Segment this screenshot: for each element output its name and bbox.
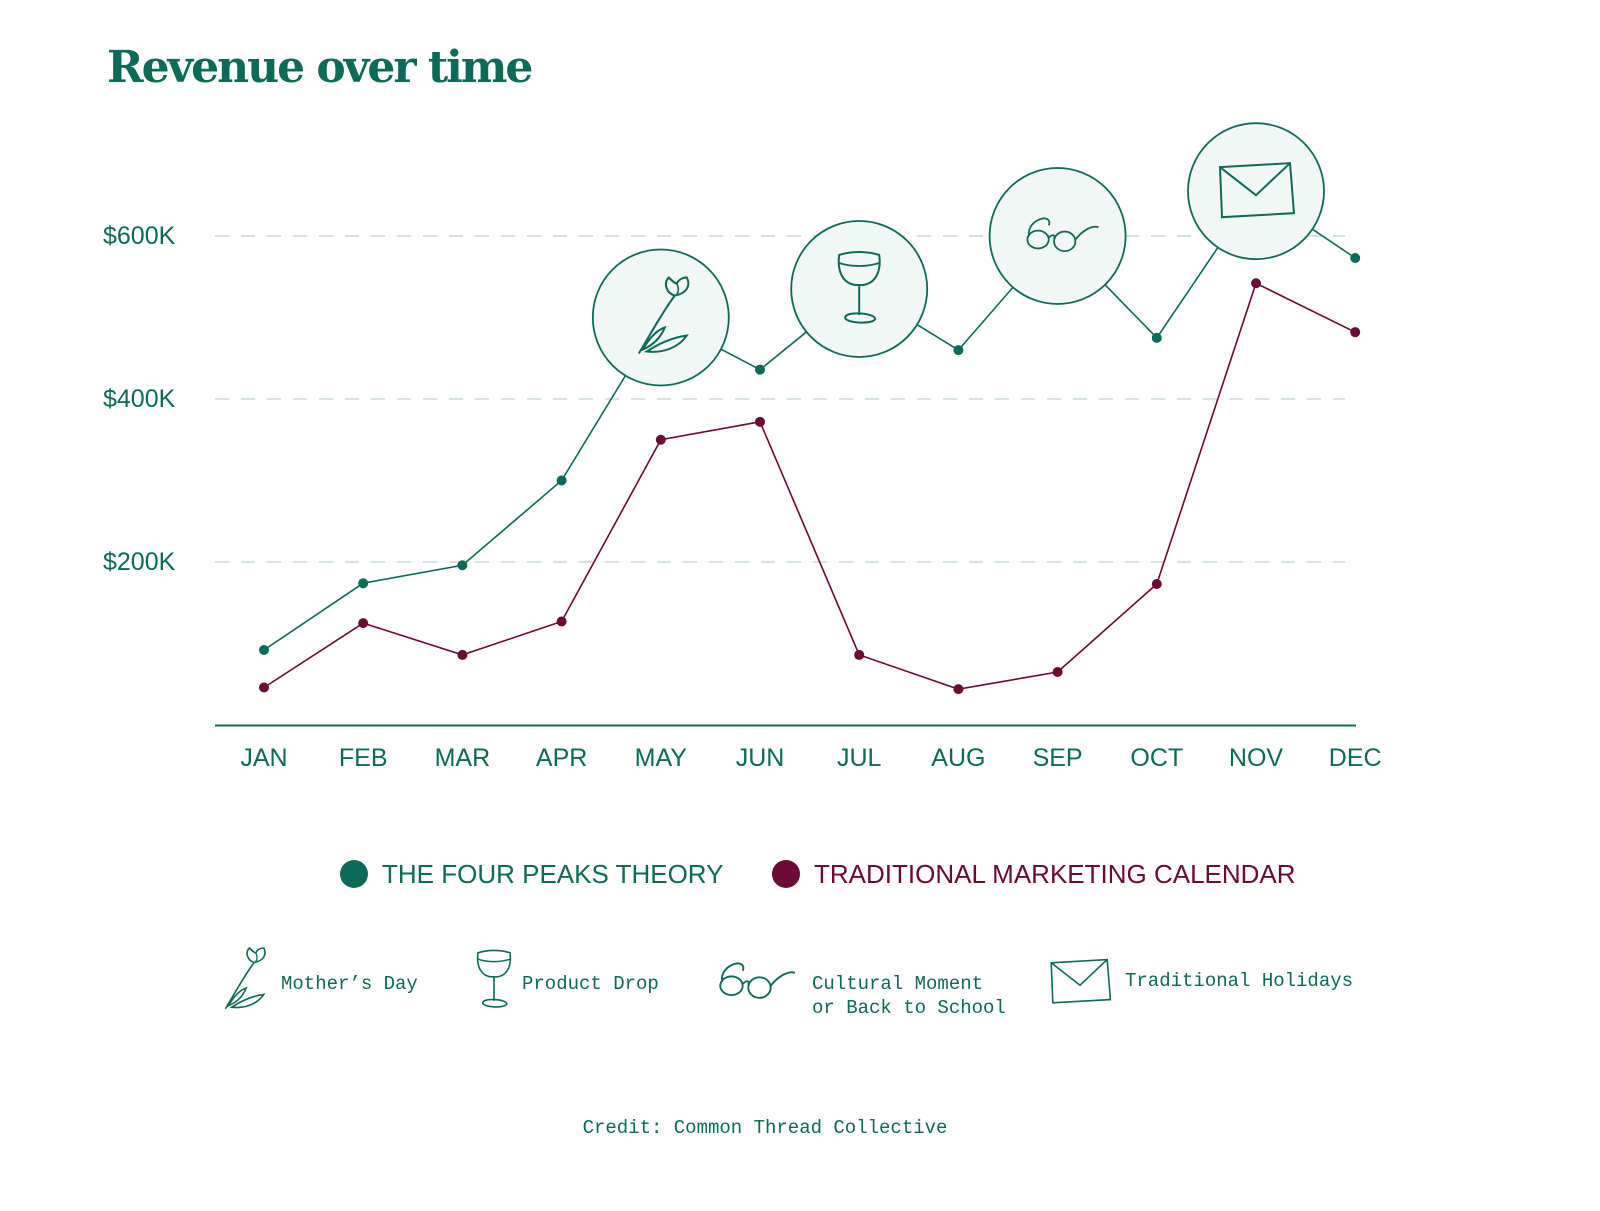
chart-title: Revenue over time — [107, 42, 533, 93]
series-line — [263, 282, 1356, 690]
tulip-icon — [224, 946, 267, 1010]
annotation-bubble — [1187, 122, 1325, 261]
series-traditional — [259, 278, 1361, 695]
data-point — [655, 434, 666, 445]
data-point — [457, 560, 468, 571]
icon-legend-label: Product Drop — [522, 973, 659, 995]
icon-legend-item: Mother’s Day — [224, 946, 418, 1010]
data-point — [1350, 327, 1361, 338]
data-point — [953, 684, 964, 695]
x-tick-label: JAN — [240, 744, 287, 772]
legend-item: TRADITIONAL MARKETING CALENDAR — [772, 859, 1296, 889]
legend-dot — [340, 860, 368, 888]
data-point — [259, 645, 269, 656]
credit-text: Credit: Common Thread Collective — [583, 1117, 948, 1139]
annotation-bubble — [988, 167, 1127, 305]
data-point — [457, 649, 468, 660]
legend-label: THE FOUR PEAKS THEORY — [382, 859, 723, 889]
y-tick-label: $400K — [103, 385, 176, 413]
data-point — [953, 345, 964, 356]
envelope-icon — [1050, 958, 1112, 1004]
data-point — [854, 649, 865, 660]
legend-label: TRADITIONAL MARKETING CALENDAR — [814, 859, 1296, 889]
data-point — [358, 578, 369, 589]
data-point — [556, 475, 567, 486]
bubble-circle — [1187, 122, 1325, 261]
x-tick-label: MAR — [435, 744, 491, 772]
x-tick-label: NOV — [1229, 744, 1284, 772]
x-tick-label: OCT — [1130, 744, 1183, 772]
y-tick-label: $600K — [103, 222, 176, 250]
icon-legend-label: Cultural Moment — [812, 973, 983, 995]
annotation-bubble — [591, 248, 730, 387]
grid-lines — [215, 235, 1345, 563]
data-point — [358, 618, 369, 629]
x-tick-label: JUN — [736, 744, 785, 772]
data-point — [1052, 667, 1063, 678]
data-point — [1151, 579, 1162, 590]
icon-legend-label: Mother’s Day — [281, 973, 418, 995]
annotation-bubble — [790, 220, 929, 358]
bubble-circle — [988, 167, 1127, 305]
data-point — [259, 682, 269, 693]
x-tick-label: JUL — [837, 744, 882, 772]
data-point — [755, 364, 765, 375]
legend-dot — [772, 860, 800, 888]
legend-item: THE FOUR PEAKS THEORY — [340, 859, 723, 889]
wine-glass-icon — [476, 949, 512, 1008]
data-point — [1251, 278, 1261, 289]
icon-legend-label: or Back to School — [812, 997, 1006, 1019]
x-tick-label: MAY — [635, 744, 688, 772]
icon-legend-item: Traditional Holidays — [1050, 958, 1353, 1004]
data-point — [1151, 332, 1162, 343]
x-axis-ticks: JAN FEB MAR APR MAY JUN JUL AUG SEP OCT NOV DEC — [240, 744, 1381, 772]
data-point — [556, 616, 567, 627]
x-tick-label: SEP — [1033, 744, 1083, 772]
glasses-icon — [718, 961, 797, 1000]
annotation-bubbles — [591, 122, 1325, 387]
y-tick-label: $200K — [103, 548, 176, 576]
icon-legend-label: Traditional Holidays — [1125, 970, 1353, 992]
icon-legend: Mother’s Day Product Drop Cultural Momento… — [224, 946, 1353, 1019]
x-tick-label: APR — [536, 744, 587, 772]
icon-legend-item: Product Drop — [476, 949, 659, 1008]
data-point — [755, 416, 765, 427]
y-axis-ticks: $200K $400K $600K — [103, 222, 176, 576]
x-tick-label: DEC — [1329, 744, 1382, 772]
x-tick-label: FEB — [339, 744, 388, 772]
data-point — [1350, 253, 1361, 264]
x-tick-label: AUG — [931, 744, 985, 772]
series-legend: THE FOUR PEAKS THEORY TRADITIONAL MARKETI… — [340, 859, 1296, 889]
